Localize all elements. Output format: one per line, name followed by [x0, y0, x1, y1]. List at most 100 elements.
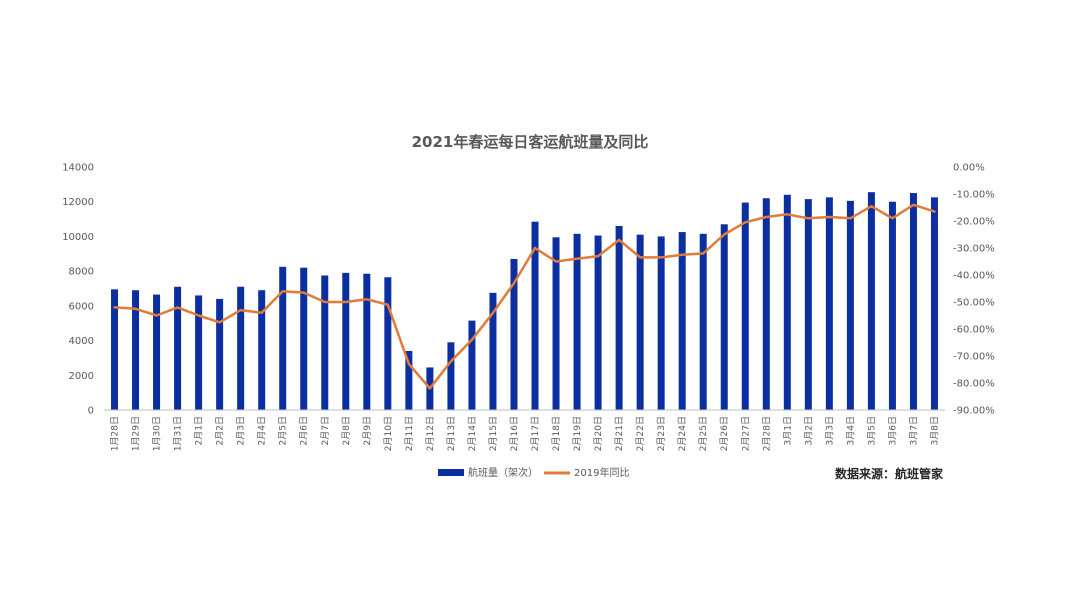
- bar: [825, 197, 833, 410]
- y-right-tick-label: -30.00%: [953, 244, 995, 255]
- bar: [552, 237, 560, 410]
- y-right-tick-label: -10.00%: [953, 190, 995, 201]
- x-tick-label: 1月28日: [110, 416, 121, 451]
- right-axis: -90.00% -80.00% -70.00% -60.00% -50.00% -40.0…: [953, 163, 995, 417]
- bar: [153, 294, 161, 410]
- bar: [237, 286, 245, 410]
- bar: [657, 236, 665, 410]
- x-tick-label: 2月18日: [551, 416, 562, 451]
- bar: [741, 202, 749, 410]
- bar: [636, 234, 644, 410]
- x-tick-label: 2月3日: [236, 416, 247, 445]
- y-right-tick-label: -20.00%: [953, 217, 995, 228]
- bar: [447, 342, 455, 410]
- bar: [720, 224, 728, 410]
- x-tick-label: 2月26日: [719, 416, 730, 451]
- source-note: 数据来源：航班管家: [835, 466, 944, 481]
- y-left-tick-label: 12000: [62, 197, 94, 208]
- x-tick-label: 2月8日: [341, 416, 352, 445]
- bar: [342, 272, 350, 410]
- bar: [909, 193, 917, 410]
- x-tick-label: 3月8日: [930, 416, 941, 445]
- bar: [531, 221, 539, 410]
- y-right-tick-label: -40.00%: [953, 271, 995, 282]
- x-tick-label: 3月6日: [887, 416, 898, 445]
- x-tick-label: 2月6日: [299, 416, 310, 445]
- x-tick-label: 2月2日: [215, 416, 226, 445]
- x-axis-ticks: 1月28日 1月29日 1月30日 1月31日 2月1日 2月2日 2月3日 2月4日 2月5日…: [110, 416, 941, 451]
- x-tick-label: 2月14日: [467, 416, 478, 451]
- bar: [132, 290, 140, 410]
- bar: [195, 295, 203, 410]
- bar: [783, 194, 791, 410]
- x-tick-label: 1月31日: [173, 416, 184, 451]
- x-tick-label: 2月5日: [278, 416, 289, 445]
- x-tick-label: 2月22日: [635, 416, 646, 451]
- bar: [699, 233, 707, 410]
- bar: [405, 350, 413, 410]
- x-tick-label: 2月4日: [257, 416, 268, 445]
- bar: [510, 258, 518, 410]
- bar: [363, 273, 371, 410]
- bar: [489, 292, 497, 410]
- line-series: [113, 203, 936, 390]
- bar: [321, 275, 329, 410]
- bar: [888, 201, 896, 410]
- y-left-tick-label: 6000: [69, 301, 94, 312]
- bar: [258, 290, 266, 410]
- legend: 航班量（架次） 2019年同比: [438, 466, 629, 479]
- y-left-tick-label: 10000: [62, 232, 94, 243]
- bar: [111, 289, 119, 410]
- bar: [216, 298, 224, 410]
- x-tick-label: 2月24日: [677, 416, 688, 451]
- bar: [762, 198, 770, 410]
- bar: [930, 197, 938, 410]
- bar: [174, 286, 182, 410]
- bar: [594, 235, 602, 410]
- y-right-tick-label: -60.00%: [953, 325, 995, 336]
- x-tick-label: 2月1日: [194, 416, 205, 445]
- bar: [615, 226, 623, 410]
- bar: [867, 192, 875, 410]
- y-left-tick-label: 0: [88, 406, 94, 417]
- left-axis: 0 2000 4000 6000 8000 10000 12000 14000: [62, 163, 94, 417]
- bar: [468, 320, 476, 410]
- y-left-tick-label: 4000: [69, 336, 94, 347]
- bar-series: [111, 192, 938, 410]
- x-tick-label: 3月7日: [909, 416, 920, 445]
- bar: [846, 200, 854, 410]
- y-right-tick-label: 0.00%: [953, 163, 985, 174]
- legend-swatch-bar: [438, 469, 464, 476]
- x-tick-label: 3月2日: [803, 416, 814, 445]
- line-series-group: [113, 203, 936, 390]
- y-right-tick-label: -50.00%: [953, 298, 995, 309]
- bar: [300, 267, 308, 410]
- bar: [573, 233, 581, 410]
- bar: [678, 232, 686, 410]
- x-tick-label: 2月7日: [320, 416, 331, 445]
- bar: [804, 199, 812, 410]
- x-tick-label: 1月30日: [152, 416, 163, 451]
- x-tick-label: 2月17日: [530, 416, 541, 451]
- y-left-tick-label: 8000: [69, 267, 94, 278]
- x-tick-label: 3月4日: [845, 416, 856, 445]
- x-tick-label: 2月10日: [383, 416, 394, 451]
- y-right-tick-label: -80.00%: [953, 379, 995, 390]
- x-tick-label: 2月19日: [572, 416, 583, 451]
- x-tick-label: 3月5日: [866, 416, 877, 445]
- x-tick-label: 2月11日: [404, 416, 415, 451]
- x-tick-label: 2月25日: [698, 416, 709, 451]
- x-tick-label: 2月15日: [488, 416, 499, 451]
- x-tick-label: 2月9日: [362, 416, 373, 445]
- x-tick-label: 2月23日: [656, 416, 667, 451]
- x-tick-label: 2月13日: [446, 416, 457, 451]
- x-tick-label: 2月20日: [593, 416, 604, 451]
- x-tick-label: 2月28日: [761, 416, 772, 451]
- chart-title: 2021年春运每日客运航班量及同比: [412, 133, 649, 151]
- y-right-tick-label: -90.00%: [953, 406, 995, 417]
- x-tick-label: 1月29日: [131, 416, 142, 451]
- legend-label-bar: 航班量（架次）: [468, 466, 538, 479]
- y-left-tick-label: 14000: [62, 163, 94, 174]
- x-tick-label: 2月21日: [614, 416, 625, 451]
